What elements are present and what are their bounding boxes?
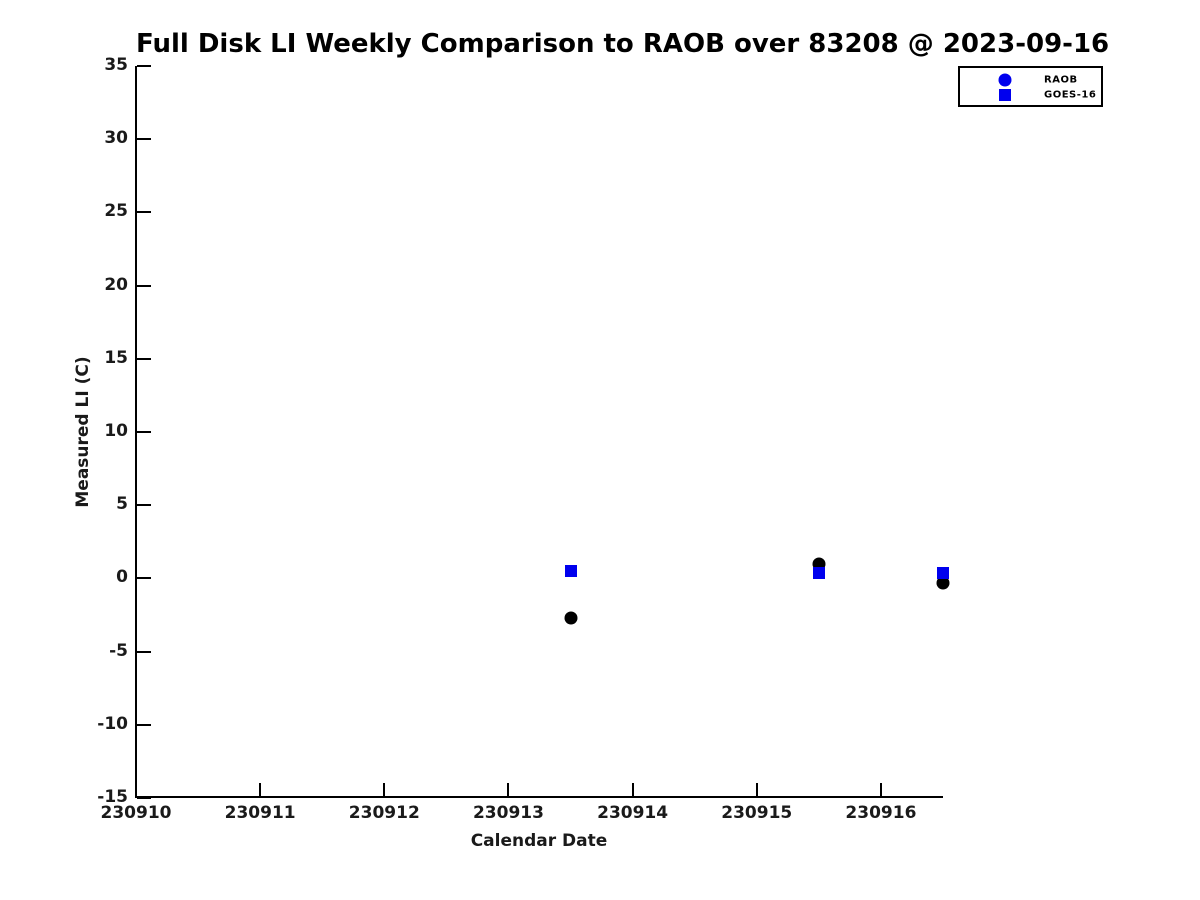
goes16-square-marker-icon [999, 89, 1011, 101]
x-tick-label: 230915 [721, 803, 793, 823]
y-tick-label: -15 [97, 787, 128, 807]
y-tick-label: 25 [104, 201, 128, 222]
x-axis-tick [879, 783, 882, 797]
x-tick-label: 230911 [224, 803, 296, 823]
x-axis-tick [507, 783, 510, 797]
x-tick-label: 230910 [100, 803, 172, 823]
y-axis-label: Measured LI (C) [73, 356, 93, 508]
x-tick-label: 230916 [845, 803, 917, 823]
y-axis-tick [137, 138, 151, 141]
y-tick-label: 20 [104, 274, 128, 295]
y-axis-tick [137, 797, 151, 799]
y-axis-tick [137, 650, 151, 653]
legend-label-raob: RAOB [1044, 74, 1078, 86]
raob-circle-marker-icon [998, 73, 1012, 87]
y-tick-label: 35 [104, 55, 128, 75]
x-axis-tick [631, 783, 634, 797]
x-axis-tick [135, 783, 137, 797]
chart-title: Full Disk LI Weekly Comparison to RAOB o… [136, 29, 1110, 59]
y-tick-label: -10 [97, 713, 128, 734]
y-tick-label: 10 [104, 421, 128, 441]
x-tick-label: 230913 [472, 803, 544, 823]
y-tick-label: 0 [116, 567, 128, 588]
legend-row-raob: RAOB [960, 73, 1101, 87]
legend: RAOB GOES-16 [958, 66, 1103, 107]
legend-label-goes16: GOES-16 [1044, 89, 1097, 101]
y-axis-tick [137, 211, 151, 214]
y-axis-tick [137, 65, 151, 67]
x-axis-label: Calendar Date [470, 831, 608, 851]
goes-16-data-point [812, 566, 825, 579]
y-tick-label: 5 [116, 494, 128, 515]
y-tick-label: 15 [104, 347, 128, 368]
goes-16-data-point [564, 565, 577, 578]
y-axis-tick [137, 504, 151, 507]
x-axis-tick [755, 783, 758, 797]
legend-row-goes16: GOES-16 [960, 88, 1101, 102]
x-tick-label: 230912 [348, 803, 420, 823]
x-axis-tick [259, 783, 262, 797]
y-axis-tick [137, 357, 151, 360]
y-axis-tick [137, 723, 151, 726]
plot-area [135, 66, 943, 798]
y-tick-label: -5 [109, 640, 128, 661]
raob-data-point [564, 611, 578, 625]
y-axis-tick [137, 577, 151, 580]
y-axis-tick [137, 284, 151, 287]
raob-data-point [936, 576, 950, 590]
goes-16-data-point [937, 567, 949, 580]
y-axis-tick [137, 431, 151, 433]
x-tick-label: 230914 [597, 803, 669, 823]
x-axis-tick [383, 783, 386, 797]
y-tick-label: 30 [104, 128, 128, 149]
